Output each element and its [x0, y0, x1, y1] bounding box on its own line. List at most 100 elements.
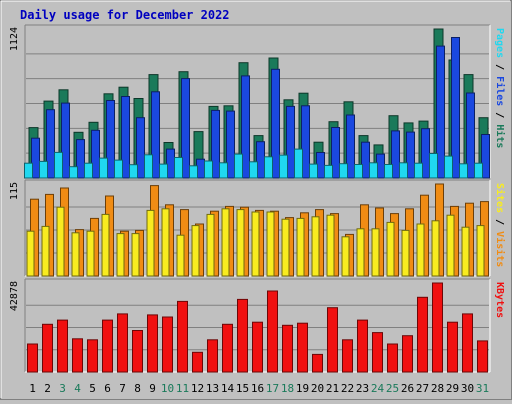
bar-pages: [84, 162, 93, 179]
bar-pages: [279, 154, 288, 179]
bar-pages: [354, 164, 363, 179]
ymax-label: 42878: [9, 281, 20, 311]
bar-sites: [101, 213, 110, 277]
bar-pages: [39, 160, 48, 179]
bar-files: [361, 141, 370, 179]
bar-sites: [446, 214, 455, 277]
bar-files: [211, 109, 220, 179]
day-label: 12: [191, 382, 204, 395]
bar-pages: [294, 148, 303, 179]
bar-kbytes: [387, 343, 398, 373]
bar-files: [331, 127, 340, 179]
day-label: 30: [461, 382, 474, 395]
day-label: 20: [311, 382, 324, 395]
day-label: 17: [266, 382, 279, 395]
bar-sites: [86, 230, 95, 277]
bar-files: [481, 134, 490, 179]
bar-pages: [69, 166, 78, 179]
bar-files: [391, 130, 400, 179]
bar-files: [121, 96, 130, 179]
bar-kbytes: [267, 290, 278, 373]
day-label: 26: [401, 382, 414, 395]
legend-entry-pages: Pages: [494, 28, 505, 58]
bar-pages: [399, 162, 408, 179]
legend: KBytes: [494, 282, 505, 318]
bar-files: [31, 137, 40, 179]
bar-files: [241, 75, 250, 179]
bar-kbytes: [102, 319, 113, 373]
bar-sites: [326, 214, 335, 277]
day-label: 4: [74, 382, 81, 395]
panel-kbytes: 42878 KBytes: [9, 278, 505, 373]
bar-sites: [191, 225, 200, 277]
bar-files: [226, 110, 235, 179]
bar-kbytes: [42, 323, 53, 373]
day-label: 21: [326, 382, 339, 395]
bar-files: [451, 37, 460, 179]
bar-pages: [24, 162, 33, 179]
bar-sites: [281, 218, 290, 277]
day-label: 2: [44, 382, 51, 395]
day-label: 9: [149, 382, 156, 395]
chart-title: Daily usage for December 2022: [20, 8, 230, 22]
day-label: 5: [89, 382, 96, 395]
bar-kbytes: [477, 340, 488, 373]
bar-pages: [429, 153, 438, 179]
bar-sites: [311, 216, 320, 277]
day-label: 25: [386, 382, 399, 395]
day-label: 3: [59, 382, 66, 395]
bar-files: [106, 100, 115, 179]
bar-pages: [309, 163, 318, 179]
bar-kbytes: [132, 330, 143, 373]
day-label: 16: [251, 382, 264, 395]
bar-kbytes: [237, 298, 248, 373]
legend: Sites / Visits: [494, 183, 506, 267]
bar-kbytes: [342, 339, 353, 373]
bar-pages: [384, 164, 393, 179]
bar-pages: [249, 161, 258, 179]
bar-files: [436, 45, 445, 179]
bar-pages: [324, 164, 333, 179]
bar-files: [301, 105, 310, 179]
bar-kbytes: [162, 316, 173, 373]
bar-sites: [476, 225, 485, 277]
bar-pages: [54, 151, 63, 179]
bar-kbytes: [357, 319, 368, 373]
day-label: 11: [176, 382, 189, 395]
bar-kbytes: [147, 314, 158, 373]
bar-kbytes: [177, 300, 188, 373]
bar-pages: [189, 165, 198, 179]
bar-sites: [176, 234, 185, 277]
bar-kbytes: [192, 351, 203, 373]
bar-kbytes: [117, 313, 128, 373]
day-label: 10: [161, 382, 174, 395]
bar-kbytes: [27, 343, 38, 373]
bar-sites: [161, 208, 170, 277]
legend-entry-hits: Hits: [494, 124, 506, 148]
bar-pages: [264, 156, 273, 179]
bar-kbytes: [252, 321, 263, 373]
day-label: 27: [416, 382, 429, 395]
day-label: 19: [296, 382, 309, 395]
bar-pages: [144, 154, 153, 179]
day-label: 28: [431, 382, 444, 395]
bar-kbytes: [57, 319, 68, 373]
bar-sites: [41, 225, 50, 277]
bar-sites: [386, 221, 395, 277]
bar-pages: [204, 160, 213, 179]
bar-sites: [461, 226, 470, 277]
legend-separator: /: [494, 106, 505, 124]
bar-kbytes: [417, 296, 428, 373]
legend-separator: /: [494, 213, 505, 231]
bar-files: [136, 117, 145, 179]
bar-pages: [114, 159, 123, 179]
bar-sites: [56, 206, 65, 277]
ymax-label: 1124: [9, 27, 20, 51]
bar-pages: [234, 153, 243, 179]
day-label: 31: [476, 382, 489, 395]
day-label: 22: [341, 382, 354, 395]
day-label: 15: [236, 382, 249, 395]
legend: Pages / Files / Hits: [494, 28, 506, 148]
bar-kbytes: [462, 313, 473, 373]
